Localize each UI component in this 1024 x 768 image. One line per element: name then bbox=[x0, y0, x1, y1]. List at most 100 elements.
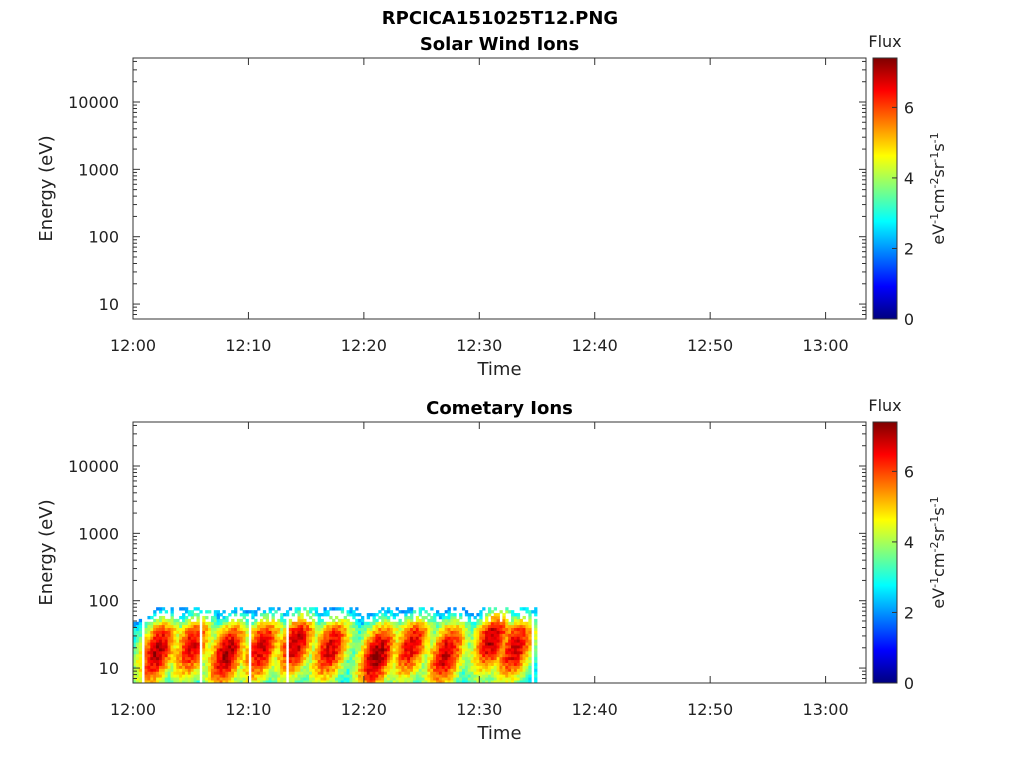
heatmap-cell bbox=[459, 615, 463, 620]
heatmap-cell bbox=[311, 648, 316, 652]
heatmap-cell bbox=[430, 648, 434, 652]
heatmap-cell bbox=[470, 674, 474, 678]
heatmap-cell bbox=[450, 653, 454, 658]
heatmap-cell bbox=[277, 630, 281, 634]
heatmap-cell bbox=[231, 680, 235, 684]
heatmap-cell bbox=[297, 633, 301, 637]
heatmap-cell bbox=[490, 645, 495, 649]
heatmap-cell bbox=[297, 610, 301, 614]
heatmap-cell bbox=[433, 624, 437, 629]
heatmap-cell bbox=[369, 642, 373, 646]
heatmap-cell bbox=[352, 610, 356, 614]
heatmap-cell bbox=[337, 662, 342, 666]
heatmap-cell bbox=[205, 645, 209, 649]
colorbar bbox=[872, 57, 898, 320]
heatmap-cell bbox=[381, 645, 385, 649]
heatmap-cell bbox=[404, 645, 408, 649]
heatmap-cell bbox=[335, 627, 339, 631]
heatmap-cell bbox=[323, 642, 327, 646]
heatmap-cell bbox=[303, 656, 307, 661]
heatmap-cell bbox=[187, 665, 192, 669]
heatmap-cell bbox=[242, 677, 246, 681]
heatmap-cell bbox=[363, 662, 368, 666]
heatmap-cell bbox=[210, 636, 215, 640]
heatmap-cell bbox=[407, 665, 411, 669]
heatmap-cell bbox=[502, 674, 506, 678]
heatmap-cell bbox=[153, 627, 157, 631]
heatmap-cell bbox=[184, 627, 189, 631]
heatmap-cell bbox=[317, 624, 321, 629]
heatmap-cell bbox=[467, 662, 472, 666]
heatmap-cell bbox=[398, 621, 402, 626]
heatmap-cell bbox=[415, 627, 420, 631]
heatmap-cell bbox=[254, 633, 258, 637]
heatmap-cell bbox=[133, 630, 137, 634]
heatmap-cell bbox=[156, 607, 160, 611]
heatmap-cell bbox=[271, 665, 275, 669]
heatmap-cell bbox=[372, 677, 376, 681]
heatmap-cell bbox=[502, 636, 506, 640]
heatmap-cell bbox=[519, 662, 523, 666]
heatmap-cell bbox=[464, 645, 469, 649]
heatmap-cell bbox=[410, 627, 414, 631]
heatmap-cell bbox=[534, 607, 538, 611]
heatmap-cell bbox=[424, 642, 428, 646]
heatmap-cell bbox=[496, 665, 500, 669]
heatmap-cell bbox=[337, 607, 342, 611]
heatmap-cell bbox=[190, 624, 195, 629]
heatmap-cell bbox=[242, 656, 246, 661]
heatmap-cell bbox=[280, 674, 284, 678]
heatmap-cell bbox=[182, 639, 186, 643]
heatmap-cell bbox=[274, 633, 278, 637]
heatmap-cell bbox=[467, 615, 472, 620]
heatmap-cell bbox=[309, 659, 313, 663]
heatmap-cell bbox=[459, 630, 463, 634]
heatmap-cell bbox=[470, 656, 474, 661]
heatmap-cell bbox=[213, 668, 218, 672]
heatmap-cell bbox=[182, 624, 186, 629]
heatmap-cell bbox=[133, 642, 137, 646]
heatmap-cell bbox=[482, 621, 486, 626]
heatmap-cell bbox=[366, 653, 371, 658]
heatmap-cell bbox=[386, 665, 391, 669]
heatmap-cell bbox=[508, 668, 512, 672]
heatmap-cell bbox=[386, 636, 391, 640]
heatmap-cell bbox=[479, 653, 483, 658]
heatmap-cell bbox=[427, 642, 431, 646]
heatmap-cell bbox=[395, 624, 399, 629]
heatmap-cell bbox=[343, 671, 347, 675]
heatmap-cell bbox=[182, 627, 186, 631]
heatmap-cell bbox=[167, 645, 171, 649]
heatmap-cell bbox=[430, 677, 434, 681]
heatmap-cell bbox=[450, 624, 454, 629]
heatmap-cell bbox=[398, 633, 402, 637]
heatmap-cell bbox=[473, 642, 477, 646]
heatmap-cell bbox=[337, 671, 342, 675]
heatmap-cell bbox=[277, 642, 281, 646]
heatmap-cell bbox=[196, 674, 200, 678]
heatmap-cell bbox=[358, 639, 362, 643]
heatmap-cell bbox=[384, 650, 388, 655]
heatmap-cell bbox=[268, 653, 272, 658]
heatmap-cell bbox=[242, 650, 246, 655]
heatmap-cell bbox=[225, 674, 229, 678]
heatmap-cell bbox=[332, 653, 336, 658]
heatmap-cell bbox=[516, 656, 521, 661]
heatmap-cell bbox=[222, 639, 226, 643]
heatmap-cell bbox=[228, 674, 232, 678]
heatmap-cell bbox=[242, 662, 246, 666]
heatmap-cell bbox=[158, 665, 163, 669]
heatmap-cell bbox=[251, 659, 255, 663]
heatmap-cell bbox=[332, 645, 336, 649]
heatmap-cell bbox=[274, 645, 278, 649]
heatmap-cell bbox=[161, 680, 166, 684]
heatmap-cell bbox=[202, 618, 206, 623]
heatmap-cell bbox=[487, 648, 492, 652]
heatmap-cell bbox=[210, 630, 215, 634]
heatmap-cell bbox=[225, 671, 229, 675]
heatmap-cell bbox=[392, 653, 397, 658]
heatmap-cell bbox=[482, 627, 486, 631]
heatmap-cell bbox=[459, 639, 463, 643]
heatmap-cell bbox=[208, 621, 212, 626]
heatmap-cell bbox=[274, 610, 278, 614]
